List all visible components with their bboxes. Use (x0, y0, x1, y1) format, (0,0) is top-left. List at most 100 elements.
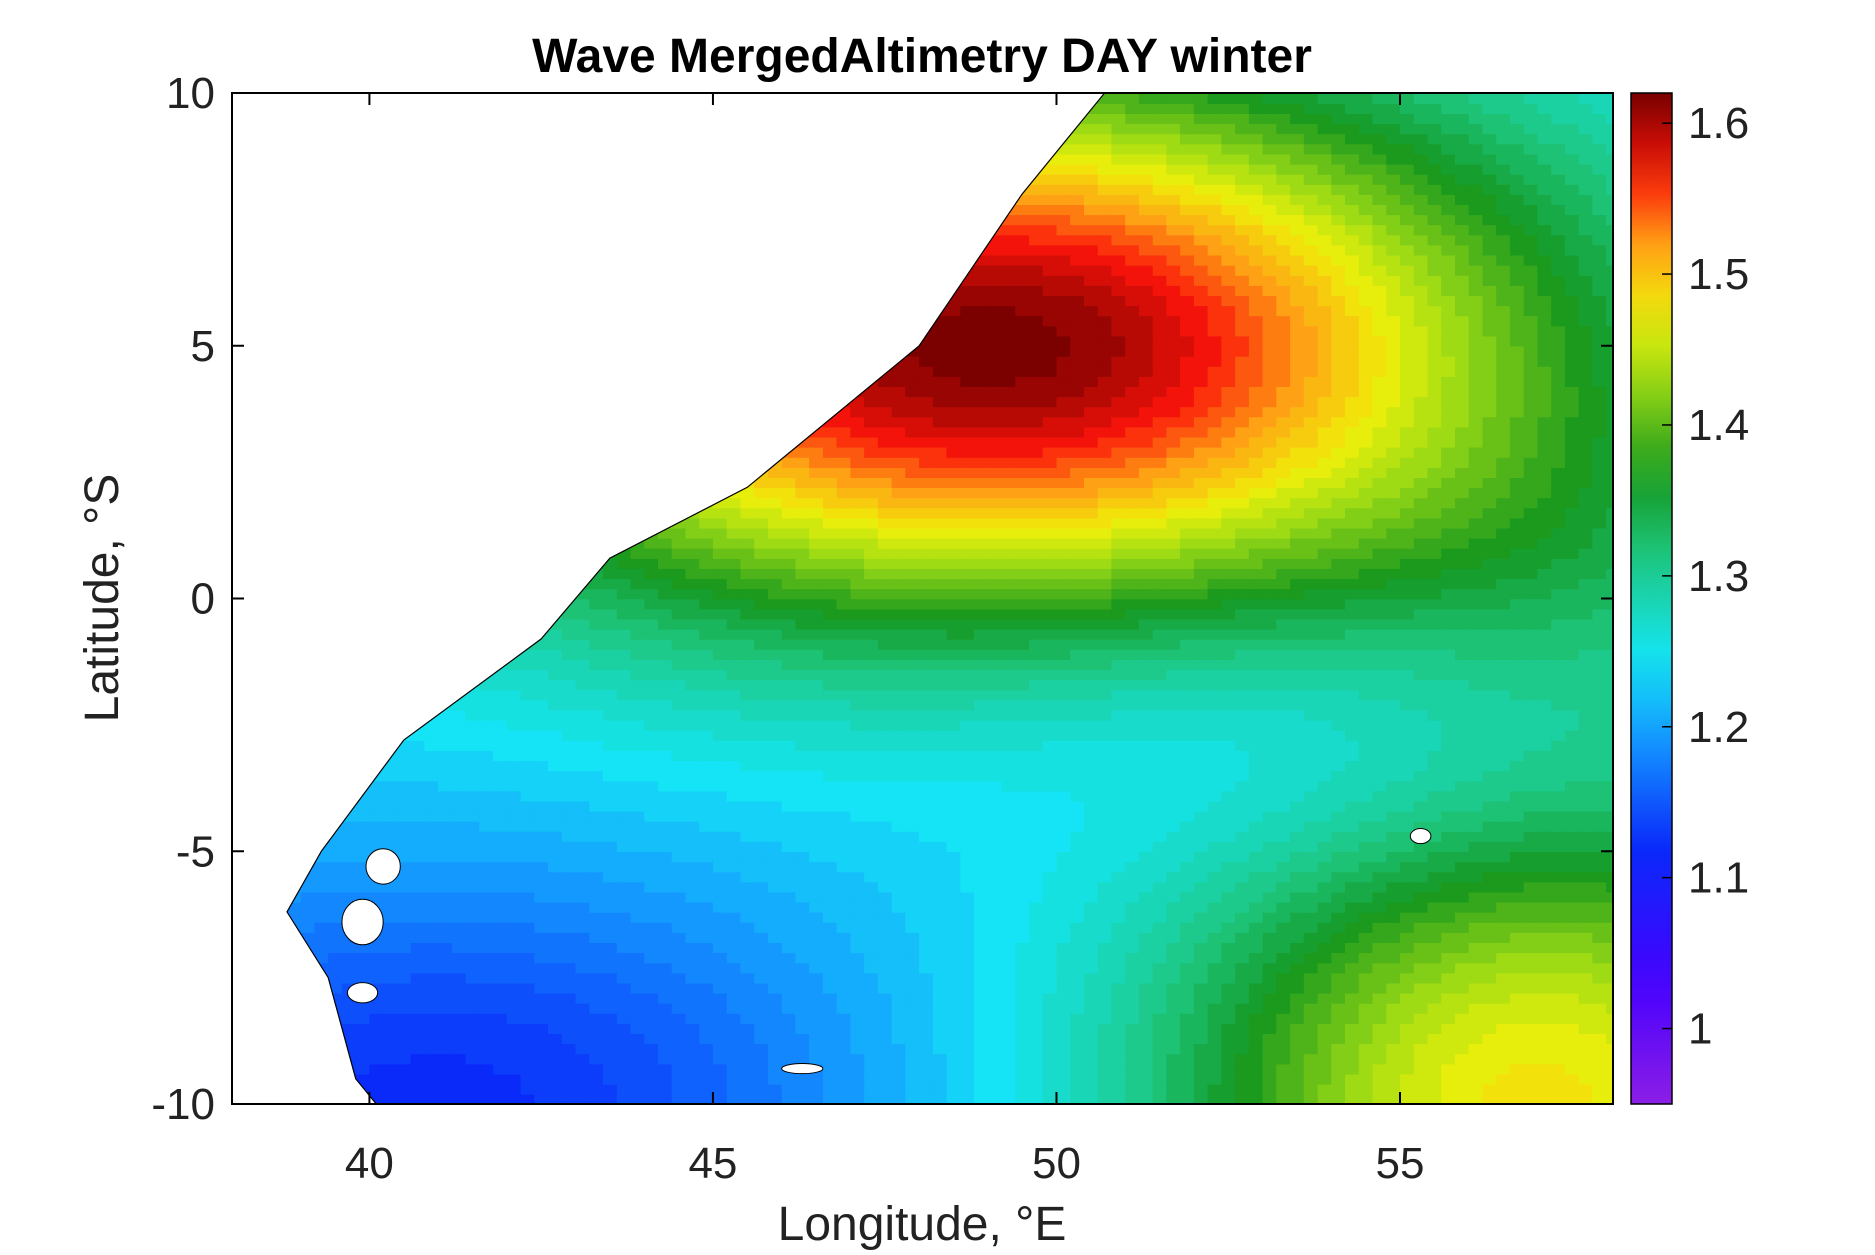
field-cell (438, 911, 453, 923)
field-cell (781, 568, 797, 580)
field-cell (809, 760, 824, 772)
field-cell (767, 841, 783, 852)
field-cell (754, 568, 769, 580)
field-cell (424, 729, 439, 741)
field-cell (905, 1013, 920, 1024)
field-cell (685, 628, 700, 640)
field-cell (877, 396, 893, 408)
field-cell (850, 810, 865, 822)
field-cell (795, 800, 810, 812)
field-cell (589, 911, 604, 923)
field-cell (685, 1002, 700, 1014)
field-cell (836, 841, 852, 852)
field-cell (616, 699, 632, 711)
field-cell (754, 982, 769, 994)
field-cell (712, 659, 728, 671)
field-cell (877, 568, 893, 580)
field-cell (877, 588, 893, 600)
field-cell (822, 800, 838, 812)
field-cell (410, 790, 426, 802)
field-cell (479, 942, 494, 954)
field-cell (850, 477, 865, 489)
field-cell (905, 679, 920, 691)
field-cell (355, 1002, 371, 1014)
field-cell (506, 901, 522, 913)
field-cell (754, 719, 769, 731)
field-cell (451, 1002, 467, 1014)
field-cell (877, 689, 893, 701)
field-cell (561, 608, 577, 620)
field-cell (383, 800, 398, 812)
field-cell (534, 790, 549, 802)
field-cell (465, 871, 481, 883)
field-cell (630, 820, 645, 832)
field-cell (630, 780, 645, 792)
field-cell (754, 598, 769, 610)
field-cell (438, 1083, 453, 1095)
field-cell (630, 881, 645, 893)
field-cell (548, 820, 563, 832)
field-cell (644, 1083, 659, 1095)
field-cell (891, 1043, 907, 1055)
field-cell (534, 679, 549, 691)
field-cell (506, 800, 522, 812)
field-cell (877, 820, 893, 832)
field-cell (671, 558, 687, 569)
field-cell (685, 800, 700, 812)
field-cell (410, 1083, 426, 1095)
field-cell (630, 750, 645, 762)
field-cell (822, 578, 838, 590)
field-cell (575, 1013, 590, 1024)
field-cell (671, 740, 687, 751)
field-cell (534, 891, 549, 903)
field-cell (424, 962, 439, 974)
field-cell (877, 962, 893, 974)
field-cell (671, 669, 687, 681)
field-cell (548, 800, 563, 812)
field-cell (616, 729, 632, 741)
field-cell (809, 598, 824, 610)
field-cell (699, 598, 714, 610)
field-cell (493, 760, 508, 772)
field-cell (905, 851, 920, 863)
field-cell (396, 952, 412, 964)
field-cell (712, 962, 728, 974)
field-cell (575, 1053, 590, 1065)
field-cell (493, 972, 508, 984)
field-cell (479, 1083, 494, 1095)
field-cell (506, 972, 522, 984)
field-cell (850, 709, 865, 721)
field-cell (864, 628, 879, 640)
field-cell (781, 679, 797, 691)
field-cell (905, 911, 920, 923)
field-cell (864, 962, 879, 974)
field-cell (589, 1023, 604, 1034)
field-cell (836, 942, 852, 954)
field-cell (699, 820, 714, 832)
field-cell (658, 770, 673, 782)
field-cell (383, 841, 398, 852)
field-cell (548, 638, 563, 650)
field-cell (465, 901, 481, 913)
field-cell (740, 709, 755, 721)
field-cell (534, 699, 549, 711)
field-cell (493, 750, 508, 762)
field-cell (561, 820, 577, 832)
field-cell (864, 790, 879, 802)
field-cell (493, 689, 508, 701)
field-cell (506, 861, 522, 873)
field-cell (465, 922, 481, 933)
field-cell (754, 1053, 769, 1065)
field-cell (754, 1083, 769, 1095)
field-cell (438, 901, 453, 913)
field-cell (438, 729, 453, 741)
field-cell (603, 679, 618, 691)
field-cell (795, 780, 810, 792)
field-cell (712, 527, 728, 539)
field-cell (493, 1073, 508, 1085)
field-cell (493, 699, 508, 711)
field-cell (548, 659, 563, 671)
field-cell (630, 1013, 645, 1024)
field-cell (740, 942, 755, 954)
field-cell (781, 1083, 797, 1095)
